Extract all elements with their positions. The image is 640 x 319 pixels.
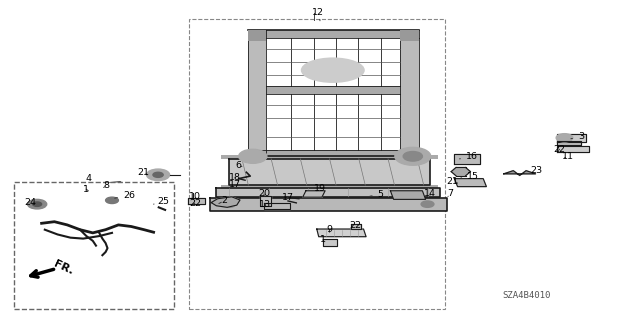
Text: 20: 20	[258, 189, 270, 198]
Circle shape	[239, 149, 267, 163]
Polygon shape	[317, 229, 366, 237]
Polygon shape	[557, 141, 581, 145]
Text: 8: 8	[104, 181, 109, 189]
Circle shape	[421, 201, 434, 207]
Polygon shape	[266, 86, 400, 94]
Text: 3: 3	[571, 132, 584, 141]
Polygon shape	[211, 197, 240, 207]
Text: 13: 13	[259, 200, 271, 209]
Polygon shape	[248, 30, 266, 41]
Text: 17: 17	[229, 180, 241, 189]
Text: 2: 2	[219, 197, 227, 205]
Text: 5: 5	[370, 190, 383, 199]
Circle shape	[33, 202, 42, 206]
Text: SZA4B4010: SZA4B4010	[502, 292, 551, 300]
Bar	[14, 182, 174, 309]
Circle shape	[147, 169, 170, 181]
Text: 22: 22	[554, 145, 566, 154]
Circle shape	[395, 147, 431, 165]
Polygon shape	[188, 198, 205, 204]
Polygon shape	[216, 188, 440, 197]
Polygon shape	[323, 239, 337, 246]
Polygon shape	[260, 196, 271, 206]
Polygon shape	[557, 134, 586, 142]
Text: 12: 12	[312, 8, 324, 21]
Polygon shape	[351, 224, 361, 229]
Circle shape	[28, 199, 47, 209]
Polygon shape	[248, 30, 419, 38]
Text: 15: 15	[461, 172, 479, 181]
Polygon shape	[221, 185, 438, 189]
Polygon shape	[221, 155, 438, 159]
Polygon shape	[264, 203, 290, 209]
Text: 6: 6	[236, 161, 242, 170]
Bar	[189, 19, 445, 309]
Polygon shape	[557, 146, 589, 152]
Polygon shape	[248, 150, 419, 156]
Polygon shape	[88, 188, 106, 195]
Text: 24: 24	[24, 198, 36, 207]
Text: 10: 10	[189, 192, 201, 201]
Polygon shape	[101, 182, 125, 192]
Text: 11: 11	[562, 152, 574, 161]
Polygon shape	[451, 167, 470, 176]
Text: 22: 22	[349, 221, 361, 230]
Text: 7: 7	[447, 189, 452, 198]
Text: 21: 21	[138, 168, 150, 177]
Text: 23: 23	[524, 166, 542, 175]
Circle shape	[153, 172, 163, 177]
Polygon shape	[400, 30, 419, 156]
Polygon shape	[229, 159, 430, 185]
Polygon shape	[303, 191, 325, 197]
Polygon shape	[248, 30, 266, 156]
Text: 1: 1	[320, 235, 326, 244]
Text: 25: 25	[154, 197, 169, 206]
Polygon shape	[504, 171, 536, 175]
Polygon shape	[454, 154, 480, 164]
Polygon shape	[400, 30, 419, 41]
Circle shape	[556, 134, 573, 142]
Circle shape	[223, 201, 236, 207]
Polygon shape	[210, 198, 447, 211]
Text: 1: 1	[83, 185, 89, 194]
Text: 4: 4	[85, 174, 91, 186]
Polygon shape	[390, 191, 426, 199]
Text: 18: 18	[229, 173, 241, 182]
Text: 17: 17	[282, 193, 294, 202]
Ellipse shape	[301, 57, 365, 83]
Text: 14: 14	[424, 189, 436, 198]
Text: 22: 22	[189, 199, 201, 208]
Polygon shape	[454, 179, 486, 187]
Text: 26: 26	[115, 191, 135, 200]
Text: 16: 16	[460, 152, 478, 161]
Circle shape	[106, 197, 118, 204]
Text: 19: 19	[314, 184, 326, 193]
Text: 21: 21	[447, 177, 459, 186]
Text: FR.: FR.	[52, 259, 76, 277]
Text: 9: 9	[326, 225, 332, 234]
Circle shape	[403, 152, 422, 161]
